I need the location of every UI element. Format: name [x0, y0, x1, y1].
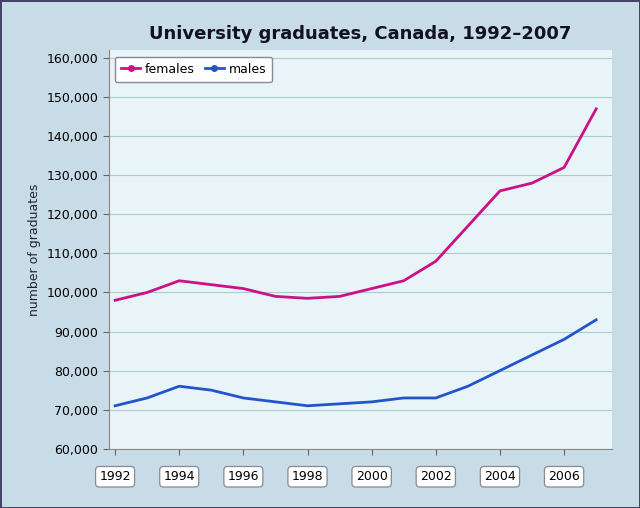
females — [111, 297, 119, 303]
males — [303, 403, 311, 409]
females — [496, 188, 504, 194]
females — [336, 293, 344, 299]
males — [593, 317, 600, 323]
Line: males: males — [115, 320, 596, 406]
females — [303, 295, 311, 301]
males — [271, 399, 279, 405]
Text: 1992: 1992 — [99, 470, 131, 483]
Title: University graduates, Canada, 1992–2007: University graduates, Canada, 1992–2007 — [149, 25, 572, 43]
females — [560, 165, 568, 171]
males — [560, 336, 568, 342]
females — [528, 180, 536, 186]
males — [368, 399, 376, 405]
Text: 2006: 2006 — [548, 470, 580, 483]
males — [464, 383, 472, 389]
Text: 2002: 2002 — [420, 470, 452, 483]
Line: females: females — [115, 109, 596, 300]
males — [528, 352, 536, 358]
Text: 1996: 1996 — [228, 470, 259, 483]
females — [271, 293, 279, 299]
females — [175, 278, 183, 284]
females — [593, 106, 600, 112]
males — [496, 368, 504, 374]
Text: 2004: 2004 — [484, 470, 516, 483]
males — [175, 383, 183, 389]
Legend: females, males: females, males — [115, 56, 273, 82]
females — [207, 281, 215, 288]
Y-axis label: number of graduates: number of graduates — [28, 183, 41, 315]
Text: 1994: 1994 — [163, 470, 195, 483]
females — [143, 290, 151, 296]
males — [336, 401, 344, 407]
females — [432, 258, 440, 264]
females — [464, 223, 472, 229]
females — [368, 285, 376, 292]
Text: 1998: 1998 — [292, 470, 323, 483]
males — [400, 395, 408, 401]
males — [239, 395, 247, 401]
males — [432, 395, 440, 401]
males — [207, 387, 215, 393]
males — [143, 395, 151, 401]
females — [239, 285, 247, 292]
females — [400, 278, 408, 284]
Text: 2000: 2000 — [356, 470, 388, 483]
males — [111, 403, 119, 409]
